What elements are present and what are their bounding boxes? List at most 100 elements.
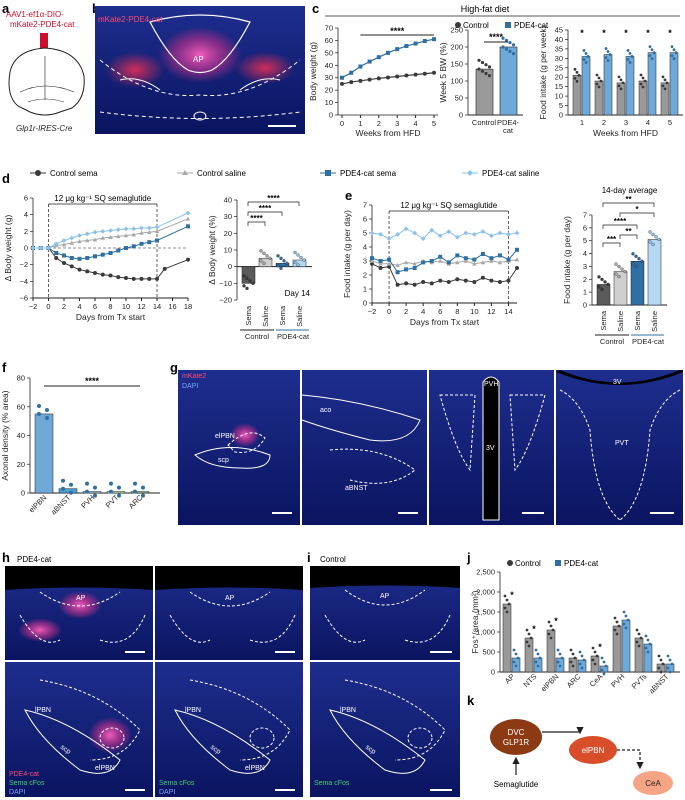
d-line-point (69, 235, 75, 241)
d-line-point (115, 227, 121, 233)
virus-label-line1: AAV1-ef1α-DIO- (6, 10, 64, 19)
c-week5-dot (487, 74, 492, 78)
e-line-point (480, 260, 486, 265)
d-bar-group: PDE4-cat (277, 332, 310, 341)
c-intake-y-tick-label: 35 (555, 44, 563, 53)
j-legend-control: Control (515, 559, 541, 568)
j-cat: aBNST (647, 672, 671, 696)
legend-pde4: PDE4-cat (514, 21, 549, 30)
d-bar-y-tick-label: 20 (224, 229, 232, 238)
e-line-y-tick-label: 5 (363, 229, 367, 238)
c-intake-dot (586, 55, 590, 58)
f-dot (37, 403, 41, 408)
brain-outline-icon (8, 47, 85, 116)
d-line-point (186, 257, 190, 262)
f-y-tick-label: 80 (17, 374, 25, 383)
c-intake-y-tick-label: 10 (555, 92, 563, 101)
j-dot (578, 662, 582, 666)
j-dot (657, 654, 661, 658)
f-dot (109, 489, 113, 494)
j-bar (502, 603, 512, 673)
j-dot (571, 664, 575, 668)
legend-d: Control sema Control saline PDE4-cat sem… (30, 169, 540, 178)
d-line-point (54, 251, 59, 255)
e-line-point (437, 233, 443, 239)
d-bar-cat: Sema (244, 305, 253, 325)
e-line-point (370, 256, 374, 261)
c-weight-x-tick-label: 3 (395, 119, 399, 128)
e-line-point (515, 247, 519, 252)
e-bar-cat: Sema (599, 310, 608, 330)
e-line-y-tick-label: 7 (363, 201, 367, 210)
d-line-x-tick-label: −2 (29, 302, 38, 311)
j-bar (599, 665, 609, 673)
h-ap-label-1: AP (76, 595, 86, 602)
e-line-series-line (371, 259, 518, 266)
j-dot (613, 628, 617, 632)
c-intake-dot (582, 49, 586, 52)
c-weight-y-tick-label: 70 (325, 24, 333, 33)
e-bar-bar (647, 239, 662, 306)
c-intake-x-tick-label: 4 (646, 118, 650, 127)
j-dot (512, 648, 516, 652)
e-line-y-tick-label: 2 (363, 271, 367, 280)
d-bar-y-tick-label: −20 (219, 296, 232, 305)
d-line-point (108, 234, 113, 239)
c-weight-point (432, 70, 436, 75)
j-y-tick-label: 1,000 (476, 628, 495, 637)
f-dot (37, 411, 41, 416)
d-bar-sig-bracket (247, 211, 283, 216)
j-dot (644, 646, 648, 650)
e-bar-sig: **** (614, 217, 627, 226)
j-dot (503, 594, 507, 598)
c-intake-dot (619, 78, 623, 82)
d-bar-cat: Sema (278, 305, 287, 325)
e-line-point (463, 278, 468, 283)
e-line-point (421, 260, 426, 265)
d-line-point (185, 216, 191, 221)
j-dot (624, 614, 628, 618)
panel-label-j: j (466, 550, 471, 565)
d-line-point (77, 233, 82, 238)
e-line-point (489, 278, 494, 283)
f-dot (141, 493, 145, 498)
d-line-point (62, 261, 66, 265)
cea-node-label: CeA (645, 779, 661, 788)
j-dot (613, 616, 617, 620)
j-dot (580, 654, 584, 658)
j-sig: * (598, 642, 602, 652)
j-dot (549, 624, 553, 628)
f-y-tick-label: 20 (17, 460, 25, 469)
d-bar-bar (241, 266, 256, 284)
e-line-point (412, 261, 417, 266)
d-bar-y-tick-label: 10 (224, 246, 232, 255)
g-abnst-label: aBNST (345, 485, 368, 492)
j-bar (634, 637, 644, 673)
j-dot (505, 598, 509, 602)
i-lpbn-label: lPBN (340, 707, 356, 714)
d-bar-dot (279, 256, 283, 260)
j-dot (624, 626, 628, 630)
c-weight-point (358, 78, 363, 83)
e-line-x-label: Days from Tx start (410, 317, 480, 327)
c-weight-y-tick-label: 50 (325, 48, 333, 57)
d-line-point (62, 253, 66, 258)
j-dot (615, 632, 619, 636)
e-line-point (446, 260, 451, 265)
g-dapi-label: DAPI (182, 383, 198, 390)
j-legend-pde4: PDE4-cat (564, 559, 599, 568)
d-bar-sig-bracket (247, 221, 266, 226)
d-line-point (30, 245, 36, 251)
d-line-point (139, 276, 144, 281)
e-bar-dot (617, 274, 621, 279)
legend-swatch-control (455, 22, 461, 28)
d-line-point (139, 230, 144, 235)
j-dot (514, 664, 518, 668)
d-line-point (100, 235, 105, 240)
c-intake-dot (606, 50, 610, 53)
c-intake-x-tick-label: 5 (668, 118, 672, 127)
chart-c-weight: 0 10 20 30 40 50 60 70 Body weight (g) 0 1 2 3 4 5 Week… (308, 24, 438, 138)
h-elpbn-label-2: elPBN (245, 765, 265, 772)
chart-e-bar: 0 1 2 3 4 5 6 7 Food intake (g per day) Sema Salin… (562, 186, 667, 346)
